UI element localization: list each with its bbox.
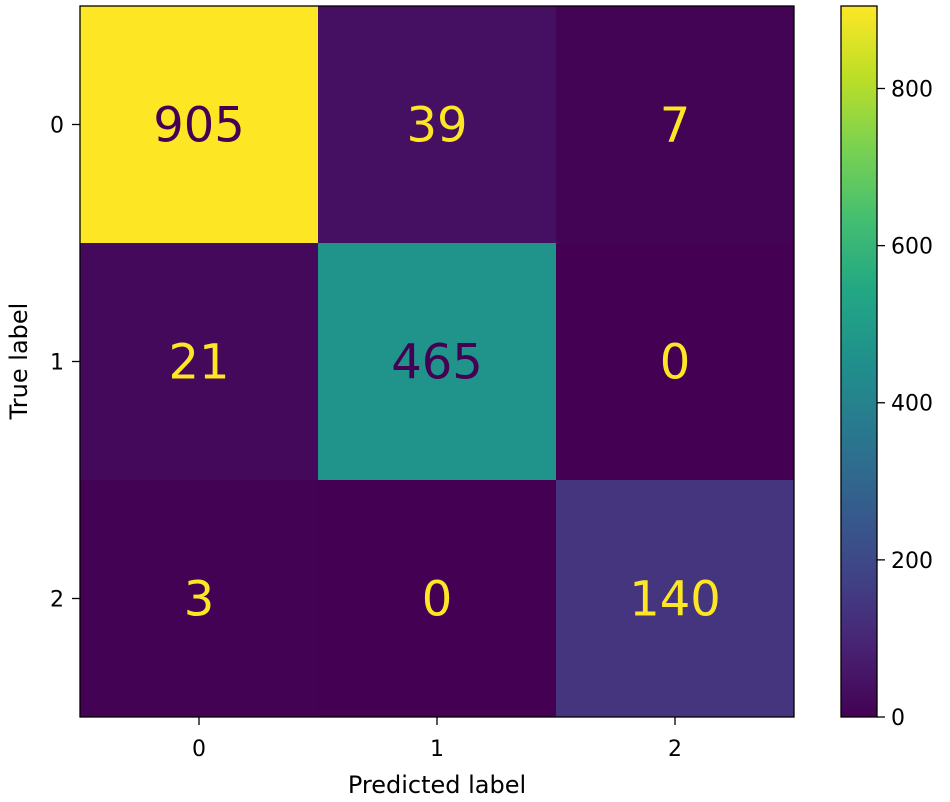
x-axis-label: Predicted label	[348, 771, 526, 799]
heatmap-cell-0-1	[318, 6, 557, 244]
colorbar-tick-label: 800	[891, 77, 933, 102]
heatmap-cell-2-2	[556, 480, 795, 718]
colorbar-tick-label: 200	[891, 549, 933, 574]
heatmap-cell-0-0	[80, 6, 319, 244]
y-tick-label: 0	[50, 114, 64, 139]
heatmap-cell-2-0	[80, 480, 319, 718]
colorbar-ticks: 0 200 400 600 800	[877, 77, 933, 731]
heatmap-cell-0-2	[556, 6, 795, 244]
cell-value-1-1: 465	[391, 335, 483, 391]
heatmap-cell-2-1	[318, 480, 557, 718]
cell-value-0-0: 905	[153, 98, 245, 154]
cell-value-2-1: 0	[422, 572, 453, 628]
cell-value-1-0: 21	[168, 335, 229, 391]
cell-value-0-2: 7	[660, 98, 691, 154]
colorbar-tick-label: 600	[891, 235, 933, 260]
y-tick-label: 1	[50, 351, 64, 376]
heatmap-cell-1-2	[556, 243, 795, 481]
x-tick-label: 2	[668, 737, 682, 762]
heatmap-cell-1-1	[318, 243, 557, 481]
y-axis-ticks: 0 1 2	[50, 114, 80, 613]
x-axis-ticks: 0 1 2	[192, 717, 682, 762]
colorbar-tick-label: 400	[891, 392, 933, 417]
cell-value-2-0: 3	[184, 572, 215, 628]
cell-value-0-1: 39	[406, 98, 467, 154]
cell-value-1-2: 0	[660, 335, 691, 391]
colorbar-tick-label: 0	[891, 706, 905, 731]
cell-value-labels: 905 39 7 21 465 0 3 0 140	[153, 98, 721, 628]
heatmap-cells	[80, 6, 795, 718]
x-tick-label: 0	[192, 737, 206, 762]
x-tick-label: 1	[430, 737, 444, 762]
y-tick-label: 2	[50, 588, 64, 613]
cell-value-2-2: 140	[629, 572, 721, 628]
colorbar	[840, 5, 878, 718]
y-axis-label: True label	[5, 303, 33, 421]
heatmap-cell-1-0	[80, 243, 319, 481]
